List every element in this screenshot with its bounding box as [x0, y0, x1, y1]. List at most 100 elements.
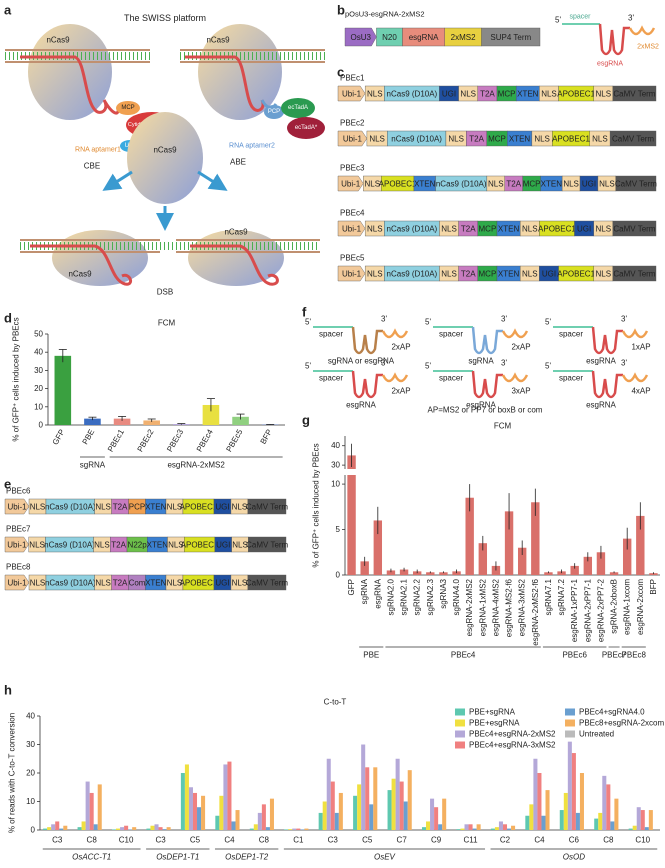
promoter — [344, 27, 377, 47]
aptamer — [628, 25, 656, 36]
segment — [612, 85, 657, 102]
rna — [351, 370, 383, 399]
construct-name: PBEc1 — [340, 74, 365, 83]
bar — [464, 824, 469, 830]
tada-shape — [281, 98, 315, 118]
bar — [504, 511, 514, 575]
group-label: OsACC-T1 — [72, 853, 111, 862]
segment-label: NLS — [94, 541, 110, 550]
panel-label: h — [4, 683, 12, 698]
x-tick-label: PBEc5 — [224, 427, 244, 453]
bar — [284, 829, 289, 830]
segment-label: T2A — [111, 541, 126, 550]
segment-label: NLS — [232, 503, 248, 512]
label: nCas9 — [46, 36, 70, 45]
segment-label: XTEN — [541, 180, 563, 189]
bar — [373, 520, 383, 575]
x-tick-label: C6 — [569, 836, 580, 845]
segment-label: XTEN — [145, 503, 167, 512]
bar — [215, 815, 220, 830]
bar — [529, 804, 534, 830]
bar — [570, 565, 579, 575]
x-tick-label: C10 — [635, 836, 650, 845]
bar — [606, 784, 611, 830]
y-axis-label: % of reads with C-to-T conversion — [8, 713, 17, 833]
bar — [430, 798, 435, 830]
bar — [559, 810, 564, 830]
segment-label: T2A — [461, 270, 476, 279]
chart-title: FCM — [158, 319, 176, 328]
bar — [456, 829, 461, 830]
segment-label: NLS — [367, 270, 383, 279]
y-tick-label: 0 — [31, 826, 36, 835]
x-tick-label: sgRNA3 — [439, 578, 448, 608]
bar — [188, 787, 193, 830]
segment-label: Ubi-1 — [7, 503, 27, 512]
mcp-shape — [116, 101, 140, 115]
bar — [525, 815, 530, 830]
label: 4xAP — [631, 387, 650, 396]
label: MCP — [121, 105, 134, 111]
x-tick-label: GFP — [51, 428, 67, 447]
y-tick-label: 10 — [26, 797, 35, 806]
bar — [460, 828, 465, 830]
bar — [249, 828, 254, 830]
bar — [132, 827, 137, 830]
promoter — [337, 265, 366, 282]
x-tick-label: C4 — [534, 836, 545, 845]
rna — [598, 23, 630, 56]
aptamer — [381, 372, 409, 383]
group-label: OsDEP1-T2 — [225, 853, 269, 862]
bar — [63, 825, 68, 830]
label: ABE — [230, 158, 246, 167]
bar — [387, 790, 392, 830]
bar — [391, 778, 396, 830]
legend-swatch — [455, 730, 465, 738]
segment-label: MCP — [479, 225, 497, 234]
segment-label: nCas9 (D10A) — [387, 270, 438, 279]
bar — [261, 804, 266, 830]
segment-label: Ubi-1 — [7, 579, 27, 588]
segment-label: NLS — [95, 579, 111, 588]
bar — [636, 807, 641, 830]
panel-label: b — [337, 3, 345, 18]
group-label: esgRNA-2xMS2 — [167, 461, 225, 470]
bar — [407, 770, 412, 830]
bar — [84, 418, 101, 425]
bar — [517, 547, 527, 575]
bar — [468, 824, 473, 830]
segment-label: UGI — [542, 270, 556, 279]
label: nCas9 — [68, 270, 92, 279]
bar — [357, 784, 362, 830]
segment-label: XTEN — [145, 579, 167, 588]
bar — [476, 824, 481, 830]
rna — [471, 326, 503, 355]
segment-label: CaMV Term — [613, 90, 655, 99]
panel-label: a — [4, 3, 12, 18]
segment-label: UGI — [577, 225, 591, 234]
bar — [353, 795, 358, 830]
bar — [219, 795, 224, 830]
bar — [59, 828, 64, 830]
label: ecTadA* — [295, 125, 318, 131]
segment-label: CaMV Term — [613, 270, 655, 279]
bar — [81, 821, 86, 830]
bar — [596, 552, 606, 575]
segment-label: NLS — [448, 135, 464, 144]
label: 3' — [501, 315, 507, 324]
segment-label: PCP — [129, 503, 145, 512]
label: esgRNA — [597, 61, 623, 68]
bar — [373, 767, 378, 830]
bar — [223, 764, 228, 830]
bar — [632, 825, 637, 830]
label: 5' — [545, 318, 551, 327]
label: 3' — [621, 359, 627, 368]
bar — [490, 828, 495, 830]
segment-label: nCas9 (D10A) — [45, 503, 96, 512]
segment-label: NLS — [367, 90, 383, 99]
bar — [124, 825, 129, 830]
bar — [533, 758, 538, 830]
x-tick-label: PBE — [81, 428, 97, 446]
promoter — [4, 536, 29, 553]
